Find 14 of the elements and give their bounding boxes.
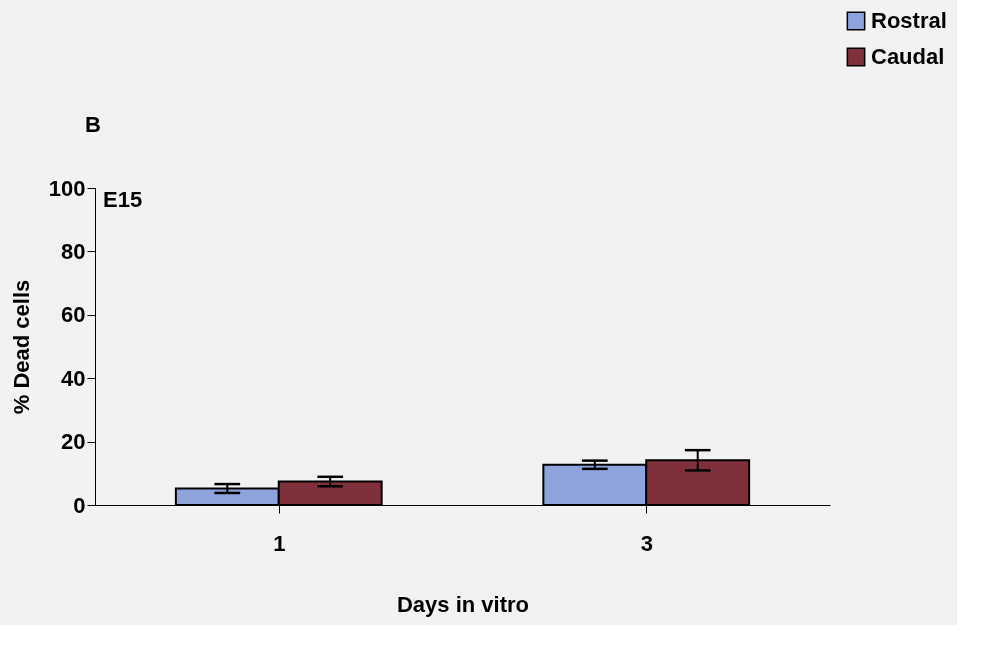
x-axis-title: Days in vitro <box>396 591 530 617</box>
y-tick-label: 20 <box>61 429 86 455</box>
legend-label: Caudal <box>871 44 945 69</box>
x-tick-label: 3 <box>640 530 653 556</box>
y-tick-label: 80 <box>61 238 86 264</box>
y-tick-label: 100 <box>48 175 86 201</box>
annotation: E15 <box>103 187 143 212</box>
legend-label: Rostral <box>871 8 947 33</box>
y-tick-label: 40 <box>61 365 86 391</box>
x-tick-label: 1 <box>273 530 286 556</box>
y-axis-title: % Dead cells <box>8 279 34 415</box>
chart-title: B <box>85 112 101 137</box>
y-tick-label: 60 <box>61 302 86 328</box>
y-tick-label: 0 <box>73 492 86 518</box>
